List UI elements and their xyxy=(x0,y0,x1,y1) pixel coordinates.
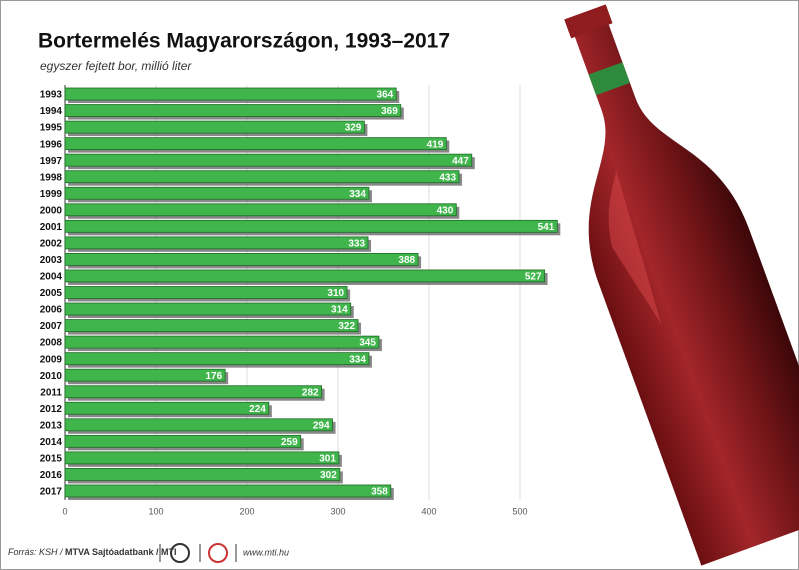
bar xyxy=(64,252,419,266)
y-tick-label: 2001 xyxy=(40,222,63,233)
bar xyxy=(64,484,392,498)
bar xyxy=(64,120,365,134)
value-label: 388 xyxy=(398,255,415,266)
value-label: 358 xyxy=(371,487,388,498)
bar xyxy=(64,352,370,366)
bar xyxy=(64,104,402,117)
value-label: 334 xyxy=(349,354,366,365)
x-tick-label: 0 xyxy=(62,506,67,516)
source-prefix: Forrás: KSH / xyxy=(8,547,64,557)
bottle-body xyxy=(564,4,799,566)
bar xyxy=(64,269,545,283)
value-label: 364 xyxy=(377,90,394,101)
y-tick-label: 2005 xyxy=(40,288,63,299)
value-label: 433 xyxy=(439,172,456,183)
y-tick-label: 1995 xyxy=(40,123,63,134)
y-tick-label: 1993 xyxy=(40,90,63,101)
y-tick-label: 2003 xyxy=(40,255,63,266)
y-tick-label: 2014 xyxy=(40,437,63,448)
bar xyxy=(64,153,473,167)
bar xyxy=(64,170,460,184)
bar xyxy=(64,302,352,316)
y-tick-label: 2004 xyxy=(40,272,63,283)
bar xyxy=(64,418,333,432)
value-label: 282 xyxy=(302,387,319,398)
value-label: 447 xyxy=(452,156,469,167)
y-tick-label: 2009 xyxy=(40,354,63,365)
value-label: 329 xyxy=(345,123,362,134)
bar xyxy=(64,137,447,151)
bottle-cap xyxy=(564,4,613,39)
logo xyxy=(208,543,228,563)
value-label: 527 xyxy=(525,272,542,283)
y-tick-label: 2016 xyxy=(40,470,63,481)
bottle-shine xyxy=(608,170,662,325)
bar xyxy=(64,434,302,448)
bar xyxy=(64,286,348,299)
bottle-band xyxy=(588,62,630,96)
value-label: 294 xyxy=(313,420,330,431)
y-tick-label: 1996 xyxy=(40,139,63,150)
footer-source: Forrás: KSH / MTVA Sajtóadatbank / MTI xyxy=(8,547,177,557)
value-label: 369 xyxy=(381,106,398,117)
chart-title: Bortermelés Magyarországon, 1993–2017 xyxy=(38,30,450,53)
bar xyxy=(64,319,359,332)
y-tick-label: 1994 xyxy=(40,106,63,117)
bar xyxy=(64,219,558,233)
y-tick-label: 2017 xyxy=(40,487,63,498)
value-label: 322 xyxy=(338,321,355,332)
x-tick-label: 400 xyxy=(421,506,436,516)
bottle xyxy=(564,4,799,566)
y-tick-label: 2006 xyxy=(40,305,63,316)
y-tick-label: 2013 xyxy=(40,420,63,431)
y-tick-label: 2000 xyxy=(40,205,63,216)
value-label: 334 xyxy=(349,189,366,200)
value-label: 259 xyxy=(281,437,298,448)
bar xyxy=(64,87,397,101)
y-tick-label: 2012 xyxy=(40,404,63,415)
x-tick-label: 200 xyxy=(239,506,254,516)
bar xyxy=(64,451,340,465)
x-tick-label: 100 xyxy=(148,506,163,516)
y-tick-label: 2002 xyxy=(40,239,63,250)
value-label: 541 xyxy=(538,222,555,233)
bar xyxy=(64,186,370,200)
value-label: 333 xyxy=(348,239,365,250)
bar xyxy=(64,335,380,349)
y-tick-label: 2011 xyxy=(40,387,62,398)
value-label: 419 xyxy=(427,139,444,150)
y-tick-label: 1999 xyxy=(40,189,63,200)
chart-subtitle: egyszer fejtett bor, millió liter xyxy=(40,59,192,73)
y-tick-label: 2010 xyxy=(40,371,63,382)
value-label: 176 xyxy=(205,371,222,382)
footer-website: www.mti.hu xyxy=(243,547,289,557)
y-tick-label: 1998 xyxy=(40,172,63,183)
value-label: 301 xyxy=(319,454,336,465)
y-tick-label: 2008 xyxy=(40,338,63,349)
bar xyxy=(64,368,226,382)
y-tick-label: 2015 xyxy=(40,454,63,465)
x-tick-label: 500 xyxy=(512,506,527,516)
footer: Forrás: KSH / MTVA Sajtóadatbank / MTI w… xyxy=(8,543,289,563)
bar xyxy=(64,401,270,415)
bar xyxy=(64,385,323,399)
logo xyxy=(170,543,190,563)
value-label: 310 xyxy=(327,288,344,299)
y-tick-label: 1997 xyxy=(40,156,63,167)
source-bold: MTVA Sajtóadatbank / MTI xyxy=(65,547,177,557)
value-label: 314 xyxy=(331,305,348,316)
value-label: 224 xyxy=(249,404,266,415)
bar xyxy=(64,468,341,481)
value-label: 345 xyxy=(359,338,376,349)
value-label: 302 xyxy=(320,470,337,481)
y-tick-label: 2007 xyxy=(40,321,63,332)
bar xyxy=(64,236,369,250)
bar xyxy=(64,203,457,217)
value-label: 430 xyxy=(437,205,454,216)
x-tick-label: 300 xyxy=(330,506,345,516)
